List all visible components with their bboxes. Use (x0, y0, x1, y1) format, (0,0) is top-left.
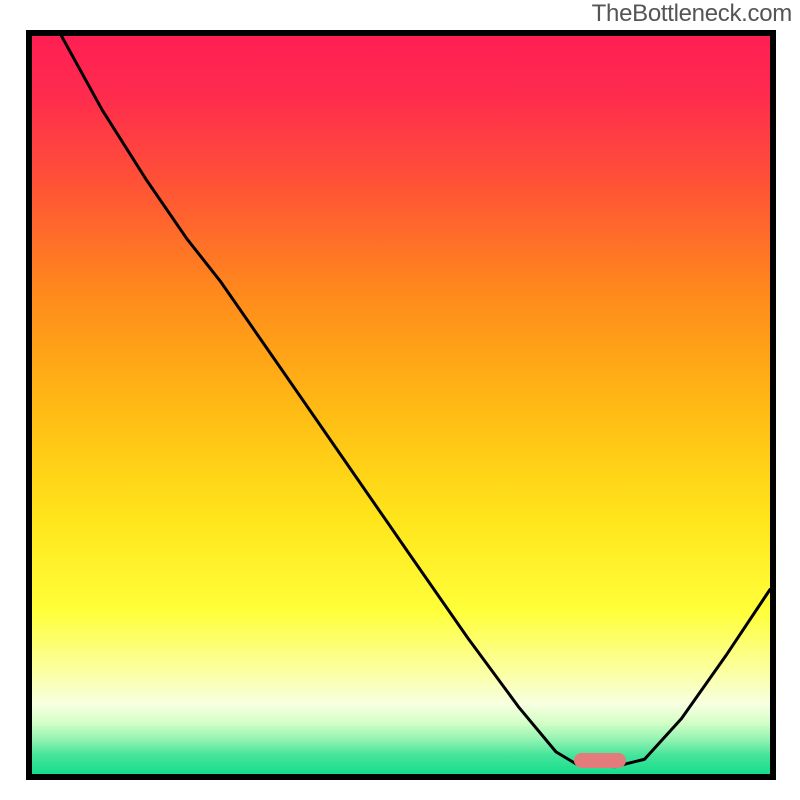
watermark-text: TheBottleneck.com (592, 0, 792, 28)
chart-frame (26, 30, 776, 780)
chart-container: TheBottleneck.com (0, 0, 800, 800)
